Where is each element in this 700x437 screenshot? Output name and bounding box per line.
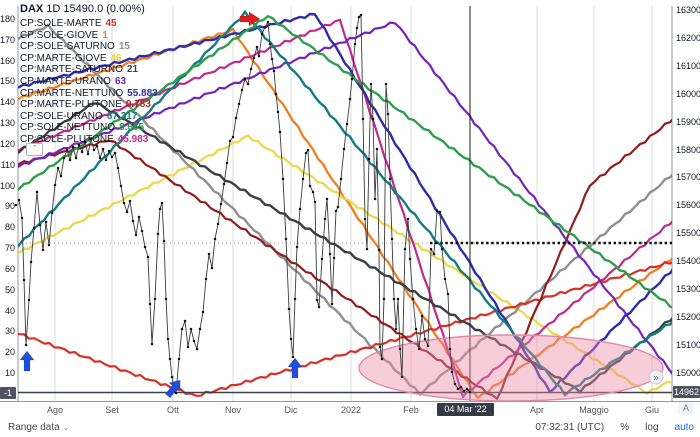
chart-plot[interactable]: »	[0, 0, 700, 418]
crosshair-date-badge: 04 Mar '22	[437, 403, 494, 416]
left-axis-tick: 120	[0, 138, 15, 149]
right-axis-tick: 16200	[676, 32, 700, 43]
left-axis-tick: 50	[4, 284, 15, 295]
more-handle-circle[interactable]	[648, 369, 664, 385]
clock-utc-label[interactable]: 07:32:31 (UTC)	[535, 422, 605, 433]
left-axis-tick: 80	[4, 222, 15, 233]
series-marte-nettuno[interactable]	[14, 12, 700, 394]
left-axis-tick: 70	[4, 243, 15, 254]
red-right-arrow-drawing[interactable]	[239, 11, 261, 27]
percent-scale-button[interactable]: %	[620, 422, 630, 433]
left-axis-tick: 130	[0, 118, 15, 129]
right-axis-tick: 15000	[676, 367, 700, 378]
right-axis-tick: 15600	[676, 200, 700, 211]
chevron-down-icon: ⌄	[62, 423, 70, 432]
bottom-toolbar: Range data ⌄ 07:32:31 (UTC) % log auto	[0, 418, 700, 437]
left-axis-tick: 150	[0, 76, 15, 87]
price-line[interactable]	[16, 13, 471, 395]
series-sole-saturno[interactable]	[14, 23, 700, 396]
blue-up-arrow-drawing[interactable]	[19, 350, 35, 372]
series-sole-urano[interactable]	[14, 10, 700, 397]
time-axis-label-feb: Feb	[403, 405, 419, 415]
time-axis-label-set: Set	[105, 405, 119, 415]
left-axis-tick: 170	[0, 34, 15, 45]
right-axis-tick: 16100	[676, 60, 700, 71]
left-axis-tick: 40	[4, 305, 15, 316]
series-marte-saturno[interactable]	[14, 102, 700, 394]
left-axis-tick: 10	[4, 368, 15, 378]
left-price-scale[interactable]: 180 170 160 150 140 130 120 110 100 90 80 70 60 50 40 3…	[0, 0, 16, 418]
right-axis-tick: 15300	[676, 284, 700, 294]
left-axis-tick: 110	[0, 159, 15, 170]
highlight-ellipse-drawing[interactable]	[358, 334, 664, 401]
time-axis-label-maggio: Maggio	[579, 405, 609, 415]
left-axis-tick: 160	[0, 55, 15, 66]
blue-up-arrow-drawing[interactable]	[162, 376, 185, 400]
time-axis-label-giu: Giu	[644, 405, 660, 415]
series-marte-urano[interactable]	[14, 21, 700, 393]
right-axis-tick: 15500	[676, 228, 700, 239]
left-scale-value-badge: -1	[0, 387, 16, 399]
left-axis-tick: 90	[4, 201, 15, 212]
chart-canvas[interactable]: » DAX 1D 15490.0 (0.00%) CP:SOLE-MARTE 45…	[0, 0, 700, 419]
series-sole-marte[interactable]	[14, 254, 700, 397]
right-axis-tick: 15900	[676, 116, 700, 127]
right-axis-tick: 15200	[676, 311, 700, 322]
series-sole-plutone[interactable]	[14, 18, 700, 399]
right-axis-tick: 15100	[676, 339, 700, 350]
series-marte-plutone[interactable]	[14, 97, 700, 400]
log-scale-button[interactable]: log	[645, 422, 659, 433]
left-axis-tick: 100	[0, 180, 15, 191]
right-axis-tick: 15400	[676, 256, 700, 267]
left-axis-tick: 180	[0, 14, 15, 24]
right-axis-tick: 15700	[676, 172, 700, 183]
left-axis-tick: 20	[4, 347, 15, 358]
time-axis-label-dic: Dic	[284, 405, 298, 415]
time-axis-label-ott: Ott	[166, 405, 180, 415]
scale-mode-a-button[interactable]: A	[678, 402, 694, 415]
time-axis-label-apr: Apr	[529, 405, 545, 415]
time-axis-label-nov: Nov	[224, 405, 242, 415]
right-axis-tick: 16300	[676, 5, 700, 15]
auto-scale-button[interactable]: auto	[674, 422, 694, 433]
blue-up-arrow-drawing[interactable]	[287, 357, 303, 379]
time-axis-label-ago: Ago	[46, 405, 64, 415]
left-axis-tick: 140	[0, 97, 15, 108]
time-scale[interactable]: Ago Set Ott Nov Dic 2022 Feb Apr Maggio Giu	[0, 401, 700, 419]
time-axis-label-2022: 2022	[340, 405, 362, 415]
double-chevron-icon: »	[653, 373, 659, 384]
last-price-badge: 14962	[673, 386, 700, 398]
right-axis-tick: 15800	[676, 144, 700, 155]
right-price-scale[interactable]: 16300 16200 16100 16000 15900 15800 15700 15600…	[676, 0, 700, 418]
right-axis-tick: 16000	[676, 88, 700, 99]
left-axis-tick: 30	[4, 326, 15, 337]
left-axis-tick: 60	[4, 263, 15, 274]
range-data-label: Range data	[8, 422, 60, 433]
series-sole-giove[interactable]	[14, 27, 700, 400]
range-data-dropdown[interactable]: Range data ⌄	[8, 422, 69, 433]
legend-collapse-button[interactable]: ⌃	[26, 143, 43, 156]
